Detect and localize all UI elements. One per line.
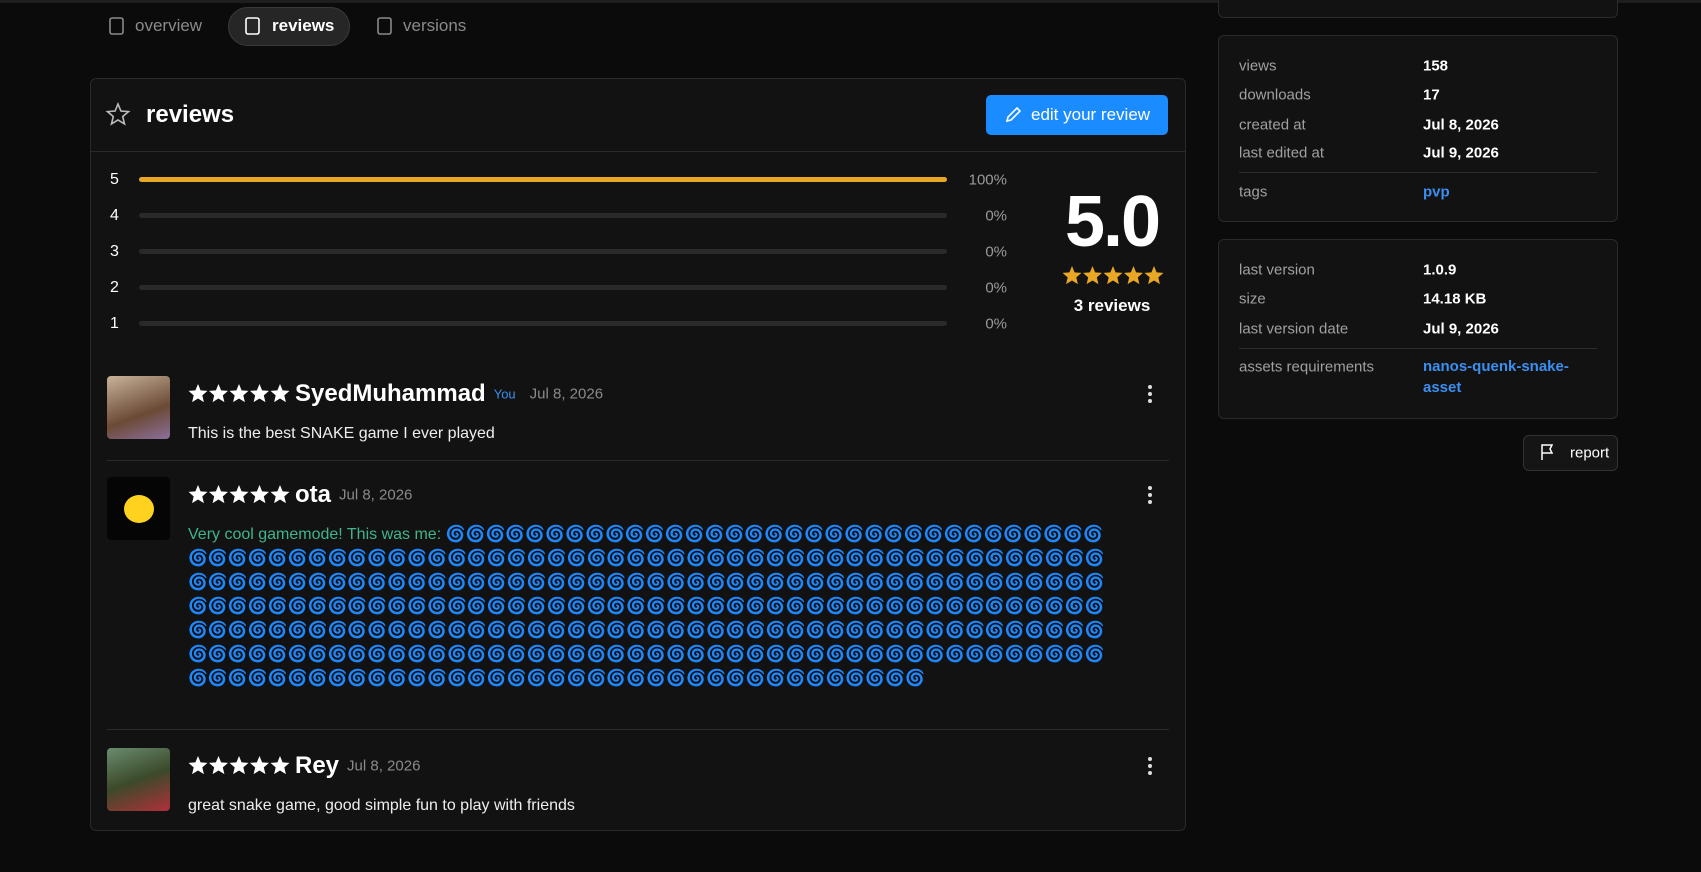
info-value: 158: [1423, 57, 1449, 75]
button-label: report: [1570, 444, 1610, 462]
review-author: ota: [295, 481, 331, 508]
flag-icon: [1541, 444, 1554, 460]
info-label: tags: [1239, 183, 1268, 201]
bar-track: [139, 213, 947, 218]
info-label: created at: [1239, 116, 1306, 134]
tab[interactable]: versions: [403, 16, 467, 35]
info-value: 1.0.9: [1423, 261, 1457, 279]
more-menu: [1148, 757, 1152, 775]
percent-label: 0%: [985, 207, 1007, 225]
bar-fill: [139, 177, 947, 182]
top-bar: [0, 0, 1701, 3]
bar-track: [139, 321, 947, 326]
rating-stars: [188, 384, 290, 403]
star-level: 3: [110, 243, 119, 260]
pencil-icon: [1005, 106, 1022, 123]
info-value: Jul 8, 2026: [1423, 116, 1499, 134]
bar-track: [139, 285, 947, 290]
side-box: [1218, 0, 1618, 18]
star-level: 1: [110, 315, 119, 332]
info-label: last version date: [1239, 320, 1349, 338]
more-menu: [1148, 385, 1152, 403]
bar-track: [139, 249, 947, 254]
review-date: Jul 8, 2026: [339, 486, 413, 504]
panel-title: reviews: [146, 101, 235, 128]
info-value: Jul 9, 2026: [1423, 144, 1499, 162]
info-value: nanos-quenk-snake-asset: [1423, 358, 1569, 396]
info-value: Jul 9, 2026: [1423, 320, 1499, 338]
divider: [1239, 172, 1597, 173]
report-button[interactable]: report: [1523, 435, 1618, 471]
tab-active-bg[interactable]: [228, 7, 350, 46]
review-text: Very cool gamemode! This was me: 🌀🌀🌀🌀🌀🌀🌀…: [188, 526, 1105, 687]
percent-label: 0%: [985, 315, 1007, 333]
more-menu: [1148, 486, 1152, 504]
separator: [107, 460, 1169, 461]
separator: [107, 729, 1169, 730]
rating-stars: [188, 485, 290, 504]
review-author: SyedMuhammad: [295, 380, 486, 407]
divider: [1239, 348, 1597, 349]
average-rating: 5.0: [1064, 182, 1161, 262]
info-value: 17: [1423, 86, 1440, 104]
review-count: 3 reviews: [1073, 296, 1151, 315]
avatar-duck: [124, 495, 154, 523]
percent-label: 0%: [985, 279, 1007, 297]
percent-label: 0%: [985, 243, 1007, 261]
percent-label: 100%: [968, 171, 1007, 189]
version-box: [1218, 239, 1618, 419]
rating-stars: [1062, 266, 1164, 285]
review-date: Jul 8, 2026: [529, 385, 604, 403]
divider: [91, 151, 1185, 152]
tab[interactable]: overview: [135, 16, 203, 35]
avatar: [107, 748, 170, 811]
star-level: 2: [110, 279, 119, 296]
info-label: last version: [1239, 261, 1315, 279]
review-text: This is the best SNAKE game I ever playe…: [188, 425, 495, 442]
button-label: edit your review: [1031, 105, 1151, 124]
stats-box: [1218, 35, 1618, 222]
review-author: Rey: [295, 752, 340, 779]
reviews-panel: [90, 78, 1186, 831]
star-level: 5: [110, 171, 119, 188]
review-text: great snake game, good simple fun to pla…: [188, 797, 575, 814]
info-value: 14.18 KB: [1423, 290, 1487, 308]
avatar: [107, 376, 170, 439]
info-label: assets requirements: [1239, 358, 1375, 376]
tab-icon: [109, 17, 124, 35]
tab-icon: [245, 17, 260, 35]
info-label: last edited at: [1239, 144, 1325, 162]
tab-icon: [377, 17, 392, 35]
rating-stars: [188, 756, 290, 775]
star-icon: [105, 101, 131, 126]
tab[interactable]: reviews: [272, 16, 335, 35]
info-value: pvp: [1423, 183, 1450, 201]
you-badge: You: [493, 386, 516, 402]
star-level: 4: [110, 207, 119, 224]
review-date: Jul 8, 2026: [347, 757, 421, 775]
info-label: downloads: [1239, 86, 1311, 104]
info-label: views: [1239, 57, 1277, 75]
info-label: size: [1239, 290, 1266, 308]
